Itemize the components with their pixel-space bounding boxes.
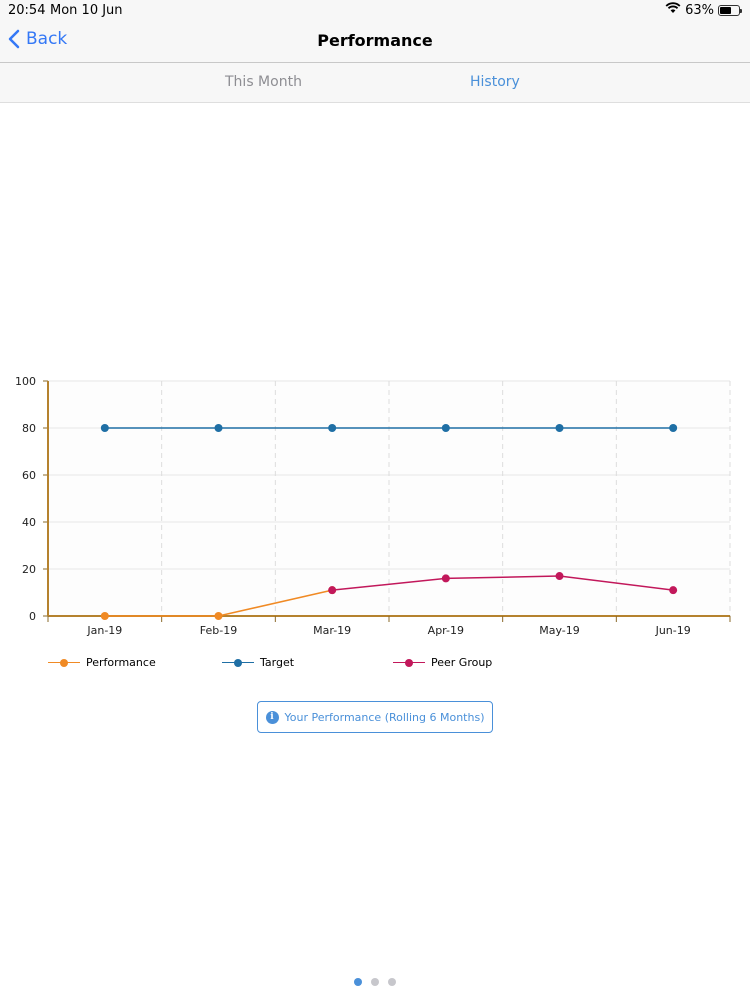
y-tick-label: 0 (29, 610, 36, 623)
x-tick-label: Jan-19 (86, 624, 122, 637)
data-point-peer-group (669, 586, 678, 595)
data-point-peer-group (441, 574, 450, 583)
y-tick-label: 20 (22, 563, 36, 576)
series-line-peer-group (332, 575, 674, 591)
page-dot[interactable] (388, 978, 396, 986)
info-icon: i (265, 710, 279, 724)
segment-control: This Month History (0, 63, 750, 103)
x-tick-label: May-19 (539, 624, 580, 637)
tab-this-month[interactable]: This Month (225, 74, 302, 90)
y-tick-label: 80 (22, 422, 36, 435)
wifi-icon (665, 2, 681, 18)
legend-label: Peer Group (431, 656, 493, 669)
x-tick-label: Mar-19 (313, 624, 351, 637)
battery-percent: 63% (685, 2, 714, 18)
data-point-target (100, 424, 109, 432)
legend-label: Performance (86, 656, 156, 669)
y-tick-label: 40 (22, 516, 36, 529)
page-dot[interactable] (371, 978, 379, 986)
data-point-performance (100, 612, 109, 620)
navigation-bar: Back Performance (0, 20, 750, 63)
data-point-peer-group (328, 586, 337, 595)
performance-chart: 0 20 40 60 80 100 Jan-19 Feb-19 Mar-19 Apr-19 May-… (15, 375, 731, 637)
legend-item-peer-group[interactable]: Peer Group (393, 656, 492, 669)
data-point-target (214, 424, 223, 432)
legend-marker (48, 658, 80, 668)
legend-marker (393, 658, 425, 668)
page-indicator (0, 978, 750, 986)
legend-marker (222, 658, 254, 668)
y-tick-label: 60 (22, 469, 36, 482)
legend-dot (234, 658, 242, 667)
legend-dot (405, 658, 413, 667)
battery-icon (718, 4, 742, 16)
back-button[interactable]: Back (8, 29, 67, 49)
page-title: Performance (317, 31, 433, 50)
chevron-left-icon (8, 29, 20, 49)
legend-dot (60, 658, 68, 667)
data-point-target (555, 424, 564, 432)
status-time: 20:54 (8, 3, 46, 18)
status-right: 63% (665, 2, 742, 18)
x-tick-label: Feb-19 (200, 624, 237, 637)
status-bar: 20:54 Mon 10 Jun 63% (0, 0, 750, 20)
rolling-performance-button[interactable]: i Your Performance (Rolling 6 Months) (257, 701, 493, 733)
x-tick-label: Jun-19 (655, 624, 691, 637)
data-point-target (441, 424, 450, 432)
battery-fill (720, 6, 732, 14)
x-tick-label: Apr-19 (428, 624, 464, 637)
y-tick-label: 100 (15, 375, 36, 388)
legend-item-performance[interactable]: Performance (48, 656, 156, 669)
status-date: Mon 10 Jun (50, 3, 123, 18)
tab-history[interactable]: History (470, 74, 520, 90)
rolling-performance-label: Your Performance (Rolling 6 Months) (284, 710, 485, 724)
data-point-target (328, 424, 337, 432)
page-dot[interactable] (354, 978, 362, 986)
data-point-target (669, 424, 678, 432)
data-point-peer-group (555, 572, 564, 581)
back-label: Back (26, 29, 68, 49)
legend-item-target[interactable]: Target (222, 656, 294, 669)
legend-label: Target (260, 656, 295, 669)
data-point-performance (214, 612, 223, 620)
